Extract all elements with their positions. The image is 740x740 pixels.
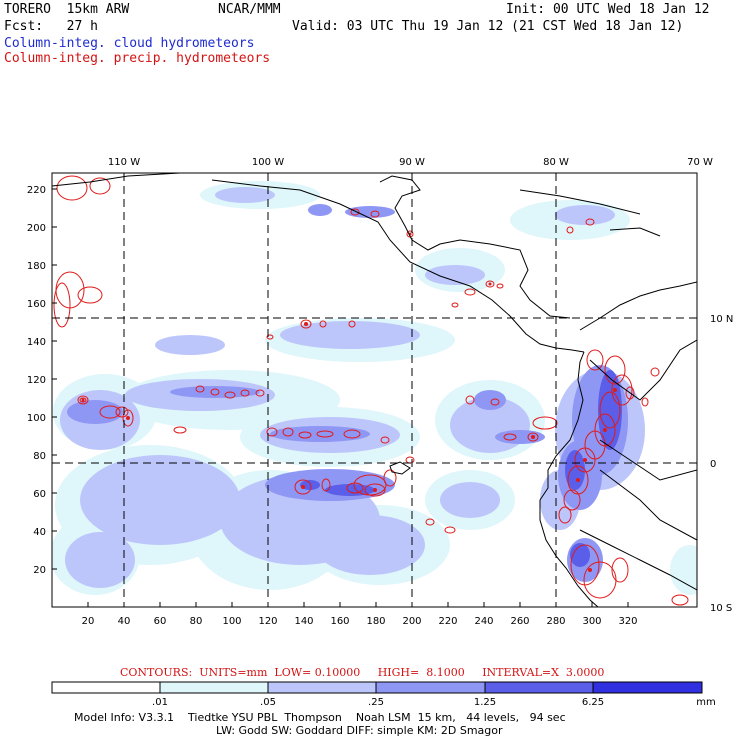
x-index-label: 80 <box>190 616 203 627</box>
colorbar-seg-1 <box>51 681 161 694</box>
y-index-label: 160 <box>27 299 46 310</box>
precip-contours <box>53 175 689 606</box>
model-info-line2: LW: Godd SW: Goddard DIFF: simple KM: 2D… <box>216 724 503 737</box>
x-index-labels: 20 40 60 80 100 120 140 160 180 200 220 240 260 280 30… <box>82 616 638 627</box>
x-index-label: 60 <box>154 616 167 627</box>
colorbar-unit: mm <box>696 697 715 708</box>
y-index-label: 200 <box>27 223 46 234</box>
graticule <box>52 173 697 607</box>
colorbar-label-2: .05 <box>260 697 276 708</box>
colorbar-seg-3 <box>267 681 377 694</box>
colorbar-seg-4 <box>375 681 486 694</box>
latitude-labels: 10 N 0 10 S <box>710 314 733 614</box>
colorbar-label-4: 1.25 <box>474 697 496 708</box>
longitude-labels: 110 W 100 W 90 W 80 W 70 W <box>108 157 713 168</box>
y-index-label: 80 <box>33 451 46 462</box>
lat-label-10s: 10 S <box>710 603 732 614</box>
y-index-label: 60 <box>33 489 46 500</box>
y-index-label: 40 <box>33 527 46 538</box>
y-index-label: 140 <box>27 337 46 348</box>
colorbar-seg-6 <box>592 681 703 694</box>
x-index-label: 180 <box>366 616 385 627</box>
x-index-label: 320 <box>618 616 637 627</box>
map-frame <box>51 172 698 608</box>
lon-label-110w: 110 W <box>108 157 140 168</box>
y-index-label: 20 <box>33 565 46 576</box>
x-index-label: 200 <box>402 616 421 627</box>
x-index-label: 280 <box>546 616 565 627</box>
model-info-line1: Model Info: V3.3.1 Tiedtke YSU PBL Thomp… <box>74 711 566 724</box>
coastlines <box>52 173 697 607</box>
cloud-field-label: Column-integ. cloud hydrometeors <box>4 36 255 51</box>
x-index-label: 300 <box>582 616 601 627</box>
contour-info: CONTOURS: UNITS=mm LOW= 0.10000 HIGH= 8.… <box>120 666 605 679</box>
tick-marks <box>52 188 629 607</box>
lon-label-70w: 70 W <box>687 157 713 168</box>
valid-time: Valid: 03 UTC Thu 19 Jan 12 (21 CST Wed … <box>292 19 684 34</box>
forecast-hour: Fcst: 27 h <box>4 19 98 34</box>
x-index-label: 120 <box>258 616 277 627</box>
lat-label-10n: 10 N <box>710 314 733 325</box>
lon-label-80w: 80 W <box>543 157 569 168</box>
colorbar-seg-5 <box>484 681 594 694</box>
lon-label-100w: 100 W <box>252 157 284 168</box>
x-index-label: 40 <box>118 616 131 627</box>
precip-field-label: Column-integ. precip. hydrometeors <box>4 51 271 66</box>
lat-label-0: 0 <box>710 459 716 470</box>
x-index-label: 20 <box>82 616 95 627</box>
colorbar <box>51 681 703 694</box>
colorbar-labels: .01 .05 .25 1.25 6.25 mm <box>152 697 716 708</box>
model-title: TORERO 15km ARW <box>4 2 130 17</box>
y-index-label: 120 <box>27 375 46 386</box>
x-index-label: 220 <box>438 616 457 627</box>
x-index-label: 260 <box>510 616 529 627</box>
init-time: Init: 00 UTC Wed 18 Jan 12 <box>506 2 710 17</box>
colorbar-label-1: .01 <box>152 697 168 708</box>
x-index-label: 100 <box>222 616 241 627</box>
colorbar-label-3: .25 <box>368 697 384 708</box>
colorbar-label-5: 6.25 <box>582 697 604 708</box>
y-index-label: 100 <box>27 413 46 424</box>
x-index-label: 140 <box>294 616 313 627</box>
colorbar-seg-2 <box>159 681 269 694</box>
y-index-labels: 220 200 180 160 140 120 100 80 60 40 20 <box>27 185 46 576</box>
x-index-label: 240 <box>474 616 493 627</box>
x-index-label: 160 <box>330 616 349 627</box>
y-index-label: 180 <box>27 261 46 272</box>
hydrometeor-shading <box>52 181 697 595</box>
org-label: NCAR/MMM <box>218 2 281 17</box>
y-index-label: 220 <box>27 185 46 196</box>
lon-label-90w: 90 W <box>399 157 425 168</box>
